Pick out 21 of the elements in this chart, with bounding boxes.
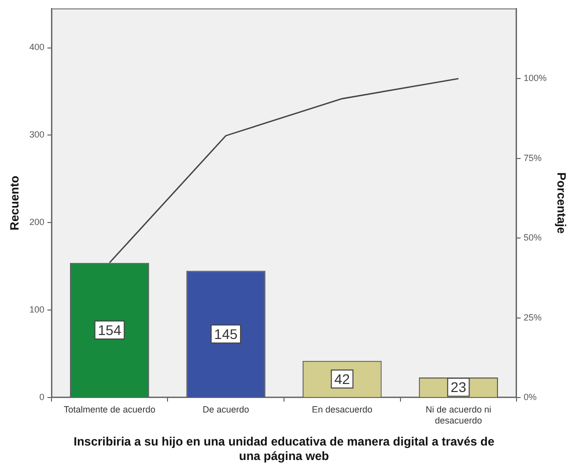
y-tick-label: 200 <box>29 217 44 228</box>
y-tick-label: 400 <box>29 42 44 52</box>
y2-tick-label: 50% <box>524 232 542 243</box>
y-tick-label: 100 <box>29 304 44 315</box>
x-tick-label: En desacuerdo <box>312 404 372 414</box>
y-tick-label: 300 <box>29 130 44 140</box>
x-axis-title: Inscribiria a su hijo en una unidad educativa de manera digital a través de una página web <box>74 434 495 464</box>
data-label: 145 <box>214 326 238 342</box>
data-label: 154 <box>98 322 122 338</box>
y-axis-title: Recuento <box>8 176 22 230</box>
x-tick-label: De acuerdo <box>202 404 250 414</box>
x-tick-label: Totalmente de acuerdo <box>64 404 156 414</box>
y2-tick-label: 100% <box>524 73 547 84</box>
y2-tick-label: 75% <box>524 152 542 163</box>
data-label: 23 <box>450 379 466 396</box>
y-tick-label: 0 <box>39 392 44 402</box>
y2-axis-title: Porcentaje <box>554 172 568 234</box>
y2-tick-label: 25% <box>524 312 542 322</box>
y2-tick-label: 0% <box>524 392 537 402</box>
x-tick-label: Ni de acuerdo ni desacuerdo <box>426 404 492 426</box>
data-label: 42 <box>334 370 350 387</box>
